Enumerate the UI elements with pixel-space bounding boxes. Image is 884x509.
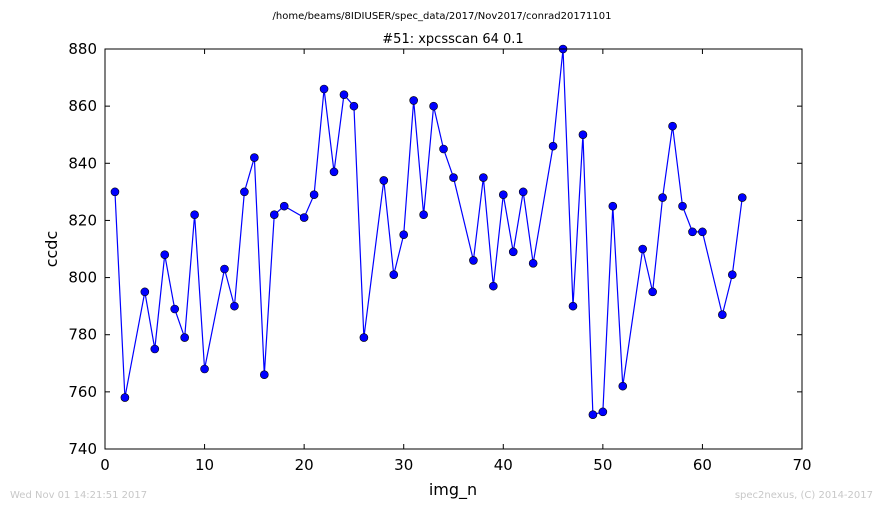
data-point	[439, 144, 448, 154]
data-point	[190, 210, 199, 220]
data-point	[319, 84, 329, 94]
data-point	[727, 270, 737, 280]
data-point	[200, 364, 209, 374]
data-point	[618, 381, 628, 391]
data-point	[250, 153, 259, 162]
data-point	[160, 250, 170, 260]
x-tick-label: 30	[394, 456, 413, 474]
data-point	[110, 187, 120, 197]
data-point	[588, 410, 598, 420]
data-point	[329, 167, 339, 177]
data-point	[269, 210, 279, 220]
data-point	[498, 190, 508, 200]
y-axis-label: ccdc	[42, 231, 61, 268]
data-point	[399, 230, 409, 240]
data-point	[449, 173, 458, 182]
data-point	[279, 201, 289, 211]
data-point	[359, 333, 369, 342]
data-point	[598, 407, 608, 417]
axis-ticks: 0 10 20 30 40 50 60 70 740 760 780 800 820 840 860 880	[68, 40, 811, 474]
y-tick-label: 860	[68, 97, 97, 115]
data-point	[349, 101, 359, 111]
x-tick-label: 0	[100, 456, 110, 474]
y-tick-label: 820	[68, 211, 97, 229]
data-point	[240, 187, 249, 197]
y-tick-label: 800	[68, 269, 97, 287]
data-point	[638, 244, 647, 254]
plot-frame	[104, 48, 803, 450]
data-point	[120, 393, 130, 402]
data-point	[479, 173, 488, 182]
footer-timestamp: Wed Nov 01 14:21:51 2017	[10, 490, 147, 501]
data-point	[230, 301, 239, 311]
data-point	[469, 256, 478, 265]
data-file-path: /home/beams/8IDIUSER/spec_data/2017/Nov2…	[273, 11, 612, 22]
x-tick-label: 40	[494, 456, 513, 474]
data-point	[578, 130, 588, 140]
data-point	[688, 227, 697, 237]
data-point	[150, 344, 160, 354]
data-point	[737, 193, 747, 202]
data-point	[409, 96, 418, 105]
x-tick-label: 50	[593, 456, 612, 474]
data-point	[648, 287, 657, 297]
x-tick-label: 60	[693, 456, 712, 474]
data-point	[170, 304, 179, 314]
data-point	[658, 193, 667, 202]
chart-title: #51: xpcsscan 64 0.1	[382, 32, 523, 47]
x-tick-label: 20	[295, 456, 314, 474]
data-point	[429, 101, 438, 111]
data-point	[608, 201, 618, 211]
data-point	[568, 301, 578, 311]
series-line	[114, 48, 743, 416]
data-point	[419, 210, 428, 220]
y-tick-label: 740	[68, 440, 97, 458]
y-tick-label: 780	[68, 326, 97, 344]
data-point	[309, 190, 319, 200]
data-point	[548, 141, 558, 151]
x-tick-label: 70	[792, 456, 811, 474]
data-point	[678, 201, 687, 211]
y-tick-label: 760	[68, 383, 97, 401]
data-point	[140, 287, 150, 297]
data-point	[299, 213, 309, 222]
x-tick-label: 10	[195, 456, 214, 474]
data-point	[668, 121, 677, 131]
data-point	[379, 176, 389, 185]
plot-area	[110, 44, 747, 420]
data-point	[260, 370, 269, 380]
data-point	[698, 227, 707, 237]
footer-credit: spec2nexus, (C) 2014-2017	[735, 490, 873, 501]
data-point	[489, 281, 498, 291]
data-point	[508, 247, 518, 257]
data-point	[718, 310, 727, 320]
data-point	[220, 264, 229, 274]
data-point	[180, 333, 189, 342]
data-point	[389, 270, 399, 280]
x-axis-label: img_n	[429, 480, 477, 500]
data-point	[518, 187, 528, 197]
y-tick-label: 840	[68, 154, 97, 172]
data-point	[528, 258, 538, 268]
y-tick-label: 880	[68, 40, 97, 58]
data-point	[339, 90, 349, 100]
